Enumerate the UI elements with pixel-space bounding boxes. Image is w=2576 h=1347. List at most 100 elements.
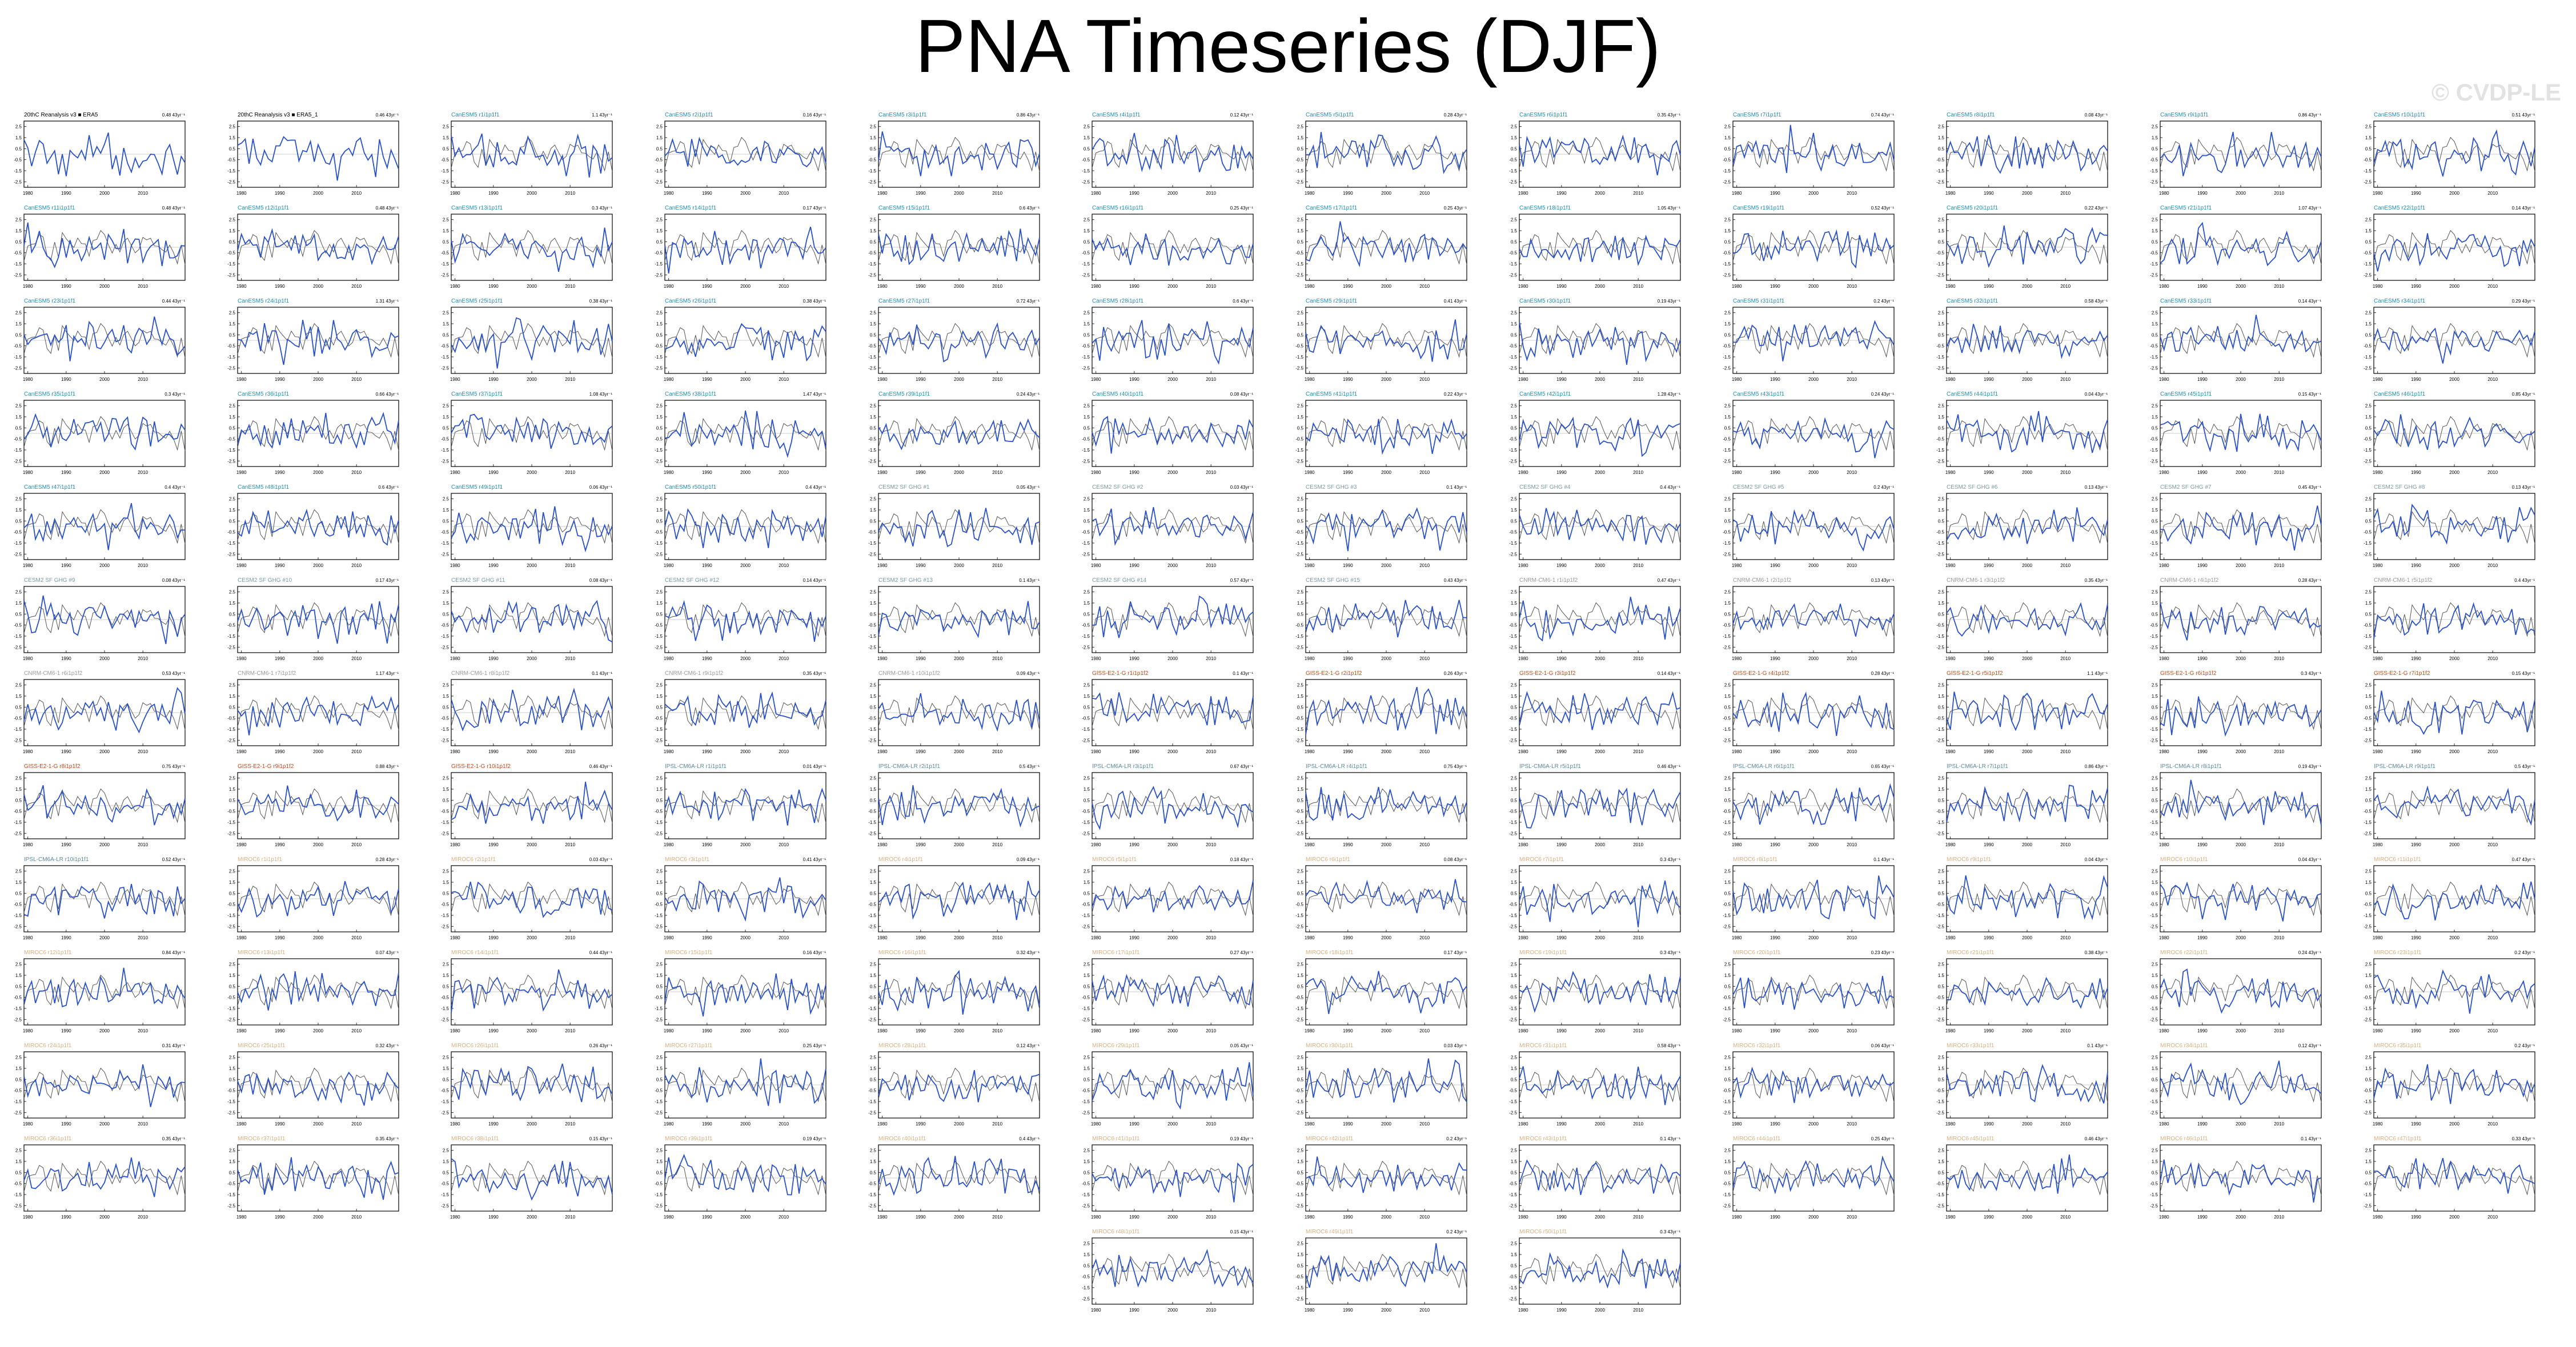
obs-series-line bbox=[664, 974, 826, 1010]
x-tick-label: 2000 bbox=[1808, 842, 1819, 847]
y-tick-label: -1.5 bbox=[1509, 168, 1517, 174]
y-tick-label: 2.5 bbox=[870, 124, 877, 130]
panel: IPSL-CM6A-LR r9i1p1f1 0.5 43yr⁻¹2.51.50.5… bbox=[2364, 763, 2535, 847]
x-tick-label: 2000 bbox=[1595, 470, 1605, 475]
x-tick-label: 1980 bbox=[664, 749, 674, 754]
y-tick-label: 1.5 bbox=[15, 1159, 22, 1164]
panel: MIROC6 r46i1p1f1 0.1 43yr⁻¹2.51.50.5-0.5-… bbox=[2150, 1136, 2322, 1220]
y-tick-label: 2.5 bbox=[443, 683, 450, 688]
obs-series-line bbox=[878, 136, 1040, 172]
y-tick-label: 2.5 bbox=[870, 590, 877, 595]
model-series-line bbox=[2373, 233, 2535, 272]
y-tick-label: -0.5 bbox=[441, 623, 449, 628]
x-tick-label: 1990 bbox=[702, 377, 712, 382]
y-tick-label: -2.5 bbox=[1509, 1110, 1517, 1115]
panel-trend: 0.3 43yr⁻¹ bbox=[592, 206, 612, 211]
panel-trend: 0.14 43yr⁻¹ bbox=[2298, 299, 2322, 304]
y-tick-label: -0.5 bbox=[1082, 1274, 1090, 1280]
x-tick-label: 1990 bbox=[2197, 1215, 2208, 1220]
y-tick-label: -1.5 bbox=[1295, 1285, 1303, 1290]
y-tick-label: 2.5 bbox=[1511, 683, 1518, 688]
x-tick-label: 2010 bbox=[1633, 470, 1643, 475]
panel-label: CESM2 SF GHG #4 bbox=[1519, 484, 1571, 490]
y-tick-label: 2.5 bbox=[1724, 218, 1731, 223]
model-series-line bbox=[878, 880, 1040, 920]
y-tick-label: -2.5 bbox=[14, 1017, 22, 1022]
panel-label: CanESM5 r40i1p1f1 bbox=[1092, 391, 1143, 397]
obs-series-line bbox=[1092, 881, 1254, 916]
y-tick-label: 0.5 bbox=[15, 332, 22, 337]
panel-label: MIROC6 r35i1p1f1 bbox=[2374, 1043, 2422, 1049]
panel-label: CNRM-CM6-1 r7i1p1f2 bbox=[238, 670, 296, 677]
panel-label: IPSL-CM6A-LR r3i1p1f1 bbox=[1092, 763, 1154, 770]
x-tick-label: 2000 bbox=[740, 1121, 751, 1127]
x-tick-label: 2010 bbox=[1419, 656, 1430, 661]
y-tick-label: -0.5 bbox=[1295, 716, 1303, 721]
y-tick-label: -0.5 bbox=[1936, 995, 1944, 1000]
panel-trend: 0.4 43yr⁻¹ bbox=[1660, 485, 1680, 490]
x-tick-label: 2010 bbox=[2274, 377, 2284, 382]
y-tick-label: 0.5 bbox=[656, 239, 663, 244]
panel: CanESM5 r48i1p1f1 0.6 43yr⁻¹2.51.50.5-0.5… bbox=[227, 484, 399, 568]
x-tick-label: 2010 bbox=[2060, 191, 2071, 196]
x-tick-label: 1990 bbox=[61, 377, 71, 382]
y-tick-label: 0.5 bbox=[443, 798, 450, 803]
panel-label: CanESM5 r35i1p1f1 bbox=[24, 391, 75, 397]
panel-label: CESM2 SF GHG #11 bbox=[451, 577, 505, 584]
y-tick-label: -1.5 bbox=[655, 262, 663, 267]
model-series-line bbox=[2373, 690, 2535, 735]
y-tick-label: -1.5 bbox=[2150, 820, 2158, 825]
y-tick-label: -0.5 bbox=[227, 995, 235, 1000]
y-tick-label: -2.5 bbox=[1723, 645, 1731, 650]
y-tick-label: 0.5 bbox=[1297, 612, 1304, 617]
x-tick-label: 2010 bbox=[1847, 1028, 1857, 1034]
panel: CanESM5 r4i1p1f1 0.12 43yr⁻¹2.51.50.5-0.5… bbox=[1082, 112, 1254, 196]
x-tick-label: 2000 bbox=[2449, 284, 2459, 289]
x-tick-label: 1980 bbox=[1945, 749, 1956, 754]
model-series-line bbox=[664, 973, 826, 1017]
panel-trend: 0.3 43yr⁻¹ bbox=[2301, 671, 2321, 676]
x-tick-label: 2010 bbox=[1633, 1215, 1643, 1220]
panel-trend: 0.25 43yr⁻¹ bbox=[803, 1043, 826, 1048]
y-tick-label: 2.5 bbox=[15, 869, 22, 874]
y-tick-label: 2.5 bbox=[656, 124, 663, 130]
y-tick-label: 0.5 bbox=[2365, 891, 2372, 896]
obs-series-line bbox=[664, 136, 826, 172]
x-tick-label: 2010 bbox=[565, 1215, 575, 1220]
y-tick-label: -2.5 bbox=[1295, 459, 1303, 464]
model-series-line bbox=[1519, 1066, 1681, 1105]
model-series-line bbox=[1305, 1058, 1467, 1103]
panel: CNRM-CM6-1 r5i1p1f2 0.4 43yr⁻¹2.51.50.5-0… bbox=[2364, 577, 2535, 661]
y-tick-label: -0.5 bbox=[227, 809, 235, 814]
model-series-line bbox=[237, 971, 399, 1011]
y-tick-label: -2.5 bbox=[227, 645, 235, 650]
y-tick-label: 1.5 bbox=[1297, 601, 1304, 606]
y-tick-label: 2.5 bbox=[1084, 311, 1090, 316]
y-tick-label: 2.5 bbox=[870, 776, 877, 781]
y-tick-label: 1.5 bbox=[2365, 1066, 2372, 1071]
y-tick-label: -2.5 bbox=[655, 924, 663, 929]
x-tick-label: 2000 bbox=[2022, 749, 2032, 754]
y-tick-label: -0.5 bbox=[1295, 902, 1303, 907]
y-tick-label: -0.5 bbox=[227, 716, 235, 721]
x-tick-label: 2000 bbox=[2236, 470, 2246, 475]
panel: MIROC6 r12i1p1f1 0.84 43yr⁻¹2.51.50.5-0.5… bbox=[14, 950, 186, 1034]
y-tick-label: 1.5 bbox=[1724, 1066, 1731, 1071]
y-tick-label: -0.5 bbox=[1936, 809, 1944, 814]
y-tick-label: -0.5 bbox=[227, 530, 235, 535]
panel-label: MIROC6 r9i1p1f1 bbox=[1947, 857, 1991, 863]
y-tick-label: -0.5 bbox=[1509, 344, 1517, 349]
y-tick-label: 1.5 bbox=[15, 973, 22, 978]
y-tick-label: 2.5 bbox=[1938, 218, 1945, 223]
y-tick-label: -2.5 bbox=[1509, 738, 1517, 743]
y-tick-label: -1.5 bbox=[1936, 168, 1944, 174]
y-tick-label: -0.5 bbox=[1509, 1274, 1517, 1280]
y-tick-label: 0.5 bbox=[1724, 984, 1731, 989]
y-tick-label: -1.5 bbox=[441, 541, 449, 546]
panel-label: CanESM5 r14i1p1f1 bbox=[665, 205, 716, 211]
x-tick-label: 2010 bbox=[779, 563, 789, 568]
x-tick-label: 2000 bbox=[1595, 656, 1605, 661]
x-tick-label: 2000 bbox=[1167, 470, 1178, 475]
x-tick-label: 2000 bbox=[313, 470, 323, 475]
y-tick-label: 0.5 bbox=[1938, 332, 1945, 337]
